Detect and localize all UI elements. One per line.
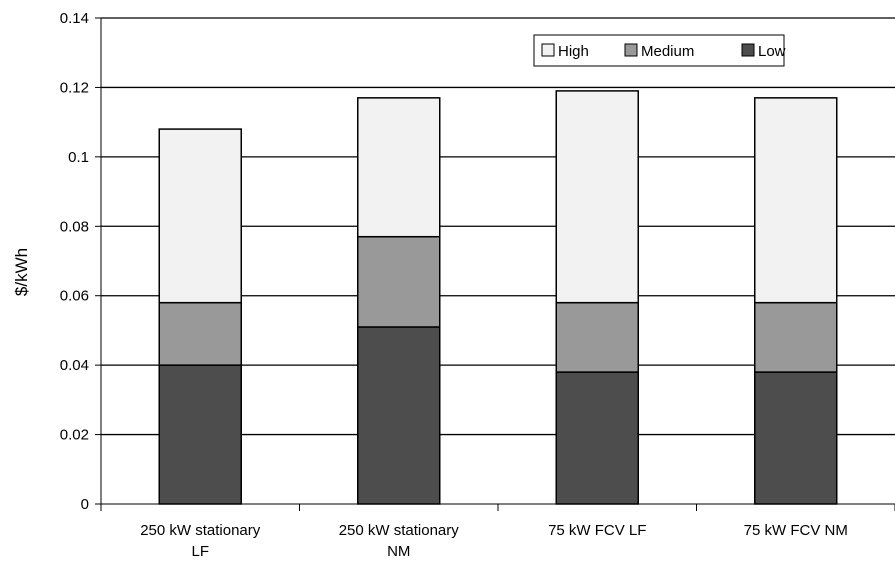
legend-swatch-low	[741, 43, 755, 57]
bar-segment-high	[357, 97, 441, 238]
y-tick-label: 0.04	[60, 357, 89, 374]
y-tick-label: 0.12	[60, 79, 89, 96]
bar-segment-medium	[158, 301, 242, 366]
y-tick-label: 0.14	[60, 10, 89, 27]
y-tick-label: 0.1	[68, 149, 89, 166]
x-category-label: NM	[387, 543, 410, 560]
y-axis-title: $/kWh	[12, 248, 31, 296]
y-tick-label: 0.06	[60, 288, 89, 305]
bars	[158, 90, 838, 505]
axes	[95, 17, 895, 511]
legend: High Medium Low	[533, 34, 786, 67]
x-category-label: 75 kW FCV NM	[744, 522, 848, 539]
bar-segment-low	[754, 371, 838, 505]
x-category-label: LF	[191, 543, 209, 560]
bar-segment-high	[555, 90, 639, 304]
y-tick-label: 0.02	[60, 427, 89, 444]
legend-label-medium: Medium	[641, 43, 694, 60]
y-tick-label: 0.08	[60, 218, 89, 235]
bar-segment-high	[754, 97, 838, 304]
x-category-label: 250 kW stationary	[140, 522, 261, 539]
y-tick-label: 0	[81, 496, 89, 513]
x-category-labels: 250 kW stationary LF 250 kW stationary NM 75…	[140, 522, 848, 560]
y-tick-labels: 0 0.02 0.04 0.06 0.08 0.1 0.12 0.14	[60, 10, 89, 513]
bar-segment-low	[158, 364, 242, 505]
legend-label-high: High	[558, 43, 589, 60]
legend-swatch-medium	[624, 43, 638, 57]
bar-segment-low	[555, 371, 639, 505]
legend-label-low: Low	[758, 43, 786, 60]
x-category-label: 250 kW stationary	[339, 522, 460, 539]
bar-segment-medium	[754, 301, 838, 373]
bar-segment-low	[357, 326, 441, 505]
x-category-label: 75 kW FCV LF	[548, 522, 646, 539]
bar-segment-high	[158, 128, 242, 304]
bar-segment-medium	[357, 235, 441, 328]
bar-segment-medium	[555, 301, 639, 373]
legend-swatch-high	[541, 43, 555, 57]
